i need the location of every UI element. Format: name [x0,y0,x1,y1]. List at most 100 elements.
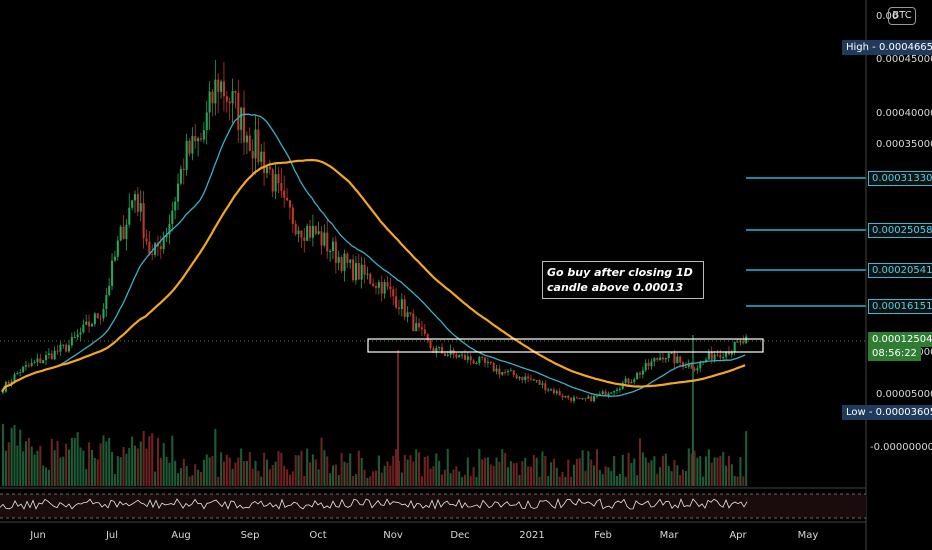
candle [185,140,188,171]
candle [257,129,260,162]
volume-bar [587,451,590,486]
volume-bar [670,471,673,486]
candle [211,91,214,104]
volume-bar [581,450,584,486]
volume-bar [133,445,137,486]
volume-bar [136,448,139,486]
countdown-tag: 08:56:22 [868,346,921,361]
candle [320,231,323,246]
volume-bar [119,457,122,486]
candle [96,313,99,319]
low-value: 0.00003605 [875,407,932,418]
candle [636,372,639,380]
candle [420,327,423,330]
volume-bar [145,448,148,486]
candle [7,381,10,384]
candle [670,352,673,354]
volume-bar [495,457,498,486]
candle [659,357,662,360]
candle [552,389,555,394]
candle [736,341,739,343]
volume-bar [360,457,363,486]
candle [604,391,607,396]
volume-bar [283,465,286,486]
candle [392,289,395,297]
candle [515,375,518,379]
candle [139,203,142,212]
candle [461,354,464,356]
volume-bar [263,452,266,486]
volume-bar [179,467,182,486]
volume-bar [564,476,567,486]
volume-bar [125,453,128,486]
volume-bar [291,471,294,486]
candle [397,307,401,309]
volume-bar [85,469,88,486]
volume-bar [558,476,561,486]
candle [567,395,570,399]
volume-bar [518,474,521,486]
volume-bar [742,476,745,486]
candle [165,234,168,238]
candle [283,190,286,198]
candle [638,372,642,375]
candle [489,361,492,363]
candle [16,372,19,375]
target-lines [746,177,866,307]
candle [521,376,524,381]
candle [593,395,596,402]
volume-bars [2,335,748,486]
candle [684,366,687,368]
volume-bar [39,445,42,486]
volume-bar [220,452,223,486]
volume-bar [254,460,257,486]
volume-bar [380,472,383,486]
volume-bar [50,438,53,486]
volume-bar [113,474,116,486]
volume-bar [745,431,748,486]
volume-bar [389,465,392,486]
volume-bar [547,475,550,486]
candle [346,253,349,263]
candle [696,368,699,371]
candle [27,365,30,367]
candle [375,285,378,288]
volume-bar [354,474,357,486]
volume-bar [131,436,134,486]
candle [412,313,415,332]
volume-bar [406,459,409,486]
candle [42,360,45,363]
volume-bar [59,457,62,486]
volume-bar [578,458,581,486]
volume-bar [2,423,5,486]
volume-bar [188,476,191,486]
currency-badge[interactable]: BTC [888,7,916,25]
candle [151,253,154,255]
volume-bar [156,437,160,486]
candle [406,312,409,317]
volume-bar [624,476,627,486]
candle [131,200,134,208]
candle [676,356,679,364]
volume-bar [653,456,656,486]
volume-bar [217,476,220,486]
candle [326,232,329,252]
candle [745,336,748,344]
volume-bar [4,450,7,486]
candle [529,378,533,380]
candle [33,361,36,363]
annotation-note: Go buy after closing 1D candle above 0.0… [542,261,704,299]
volume-bar [641,452,644,486]
candle [360,264,363,280]
x-axis-label: Nov [383,530,403,541]
candle [707,351,710,360]
candle [214,79,217,104]
candle [22,366,25,373]
volume-bar [211,455,214,486]
candle [354,263,357,281]
volume-bar [438,460,441,486]
candle [331,241,335,251]
candle [481,356,484,358]
volume-bar [288,474,291,486]
